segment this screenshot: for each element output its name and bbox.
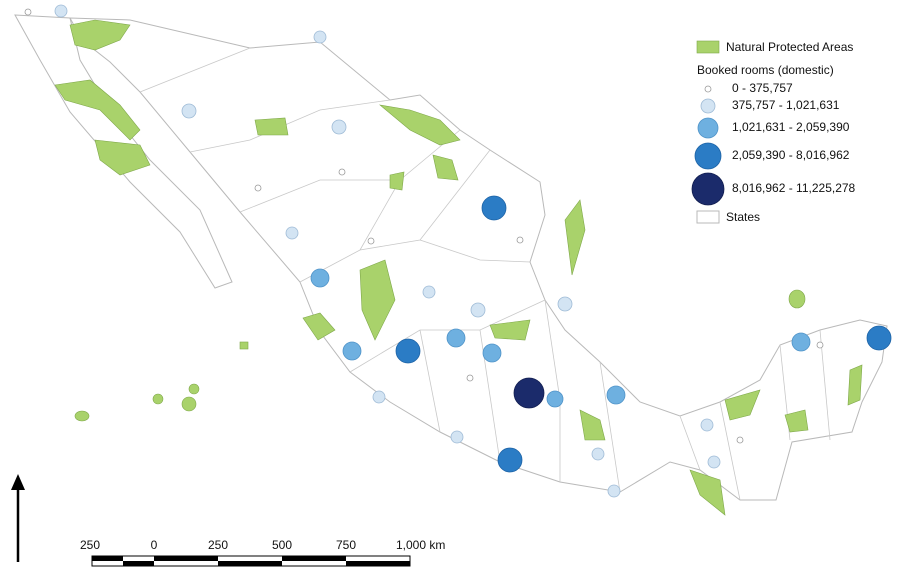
city-marker bbox=[736, 436, 744, 444]
city-marker bbox=[395, 338, 421, 364]
legend-swatch bbox=[696, 40, 720, 54]
protected-area bbox=[784, 409, 809, 433]
protected-area bbox=[152, 393, 164, 405]
scale-segment bbox=[346, 561, 410, 566]
scale-label: 1,000 km bbox=[396, 538, 445, 552]
protected-area bbox=[432, 154, 459, 181]
city-marker bbox=[450, 430, 464, 444]
scale-segment bbox=[282, 556, 346, 561]
city-marker bbox=[342, 341, 362, 361]
north-arrow bbox=[11, 474, 25, 562]
scale-label: 500 bbox=[272, 538, 292, 552]
legend: Natural Protected Areas Booked rooms (do… bbox=[691, 40, 856, 224]
city-marker bbox=[557, 296, 573, 312]
city-marker bbox=[700, 418, 714, 432]
protected-area bbox=[689, 469, 726, 516]
protected-area bbox=[847, 364, 863, 406]
city-marker bbox=[367, 237, 375, 245]
legend-symbol bbox=[704, 85, 712, 93]
scale-segment bbox=[154, 556, 218, 561]
city-marker bbox=[707, 455, 721, 469]
city-marker bbox=[338, 168, 346, 176]
city-marker bbox=[372, 390, 386, 404]
scale-segment bbox=[218, 561, 282, 566]
protected-area bbox=[74, 410, 90, 422]
scale-label: 750 bbox=[336, 538, 356, 552]
scale-label: 250 bbox=[208, 538, 228, 552]
protected-area bbox=[579, 409, 606, 441]
legend-label: Natural Protected Areas bbox=[726, 40, 853, 54]
legend-symbol bbox=[694, 142, 722, 170]
city-marker bbox=[607, 484, 621, 498]
legend-label: 2,059,390 - 8,016,962 bbox=[732, 148, 850, 162]
city-marker bbox=[481, 195, 507, 221]
city-marker bbox=[466, 374, 474, 382]
scale-segment bbox=[92, 556, 123, 561]
city-marker bbox=[513, 377, 545, 409]
protected-area bbox=[94, 139, 151, 176]
protected-area bbox=[378, 104, 461, 146]
city-marker bbox=[497, 447, 523, 473]
city-marker bbox=[470, 302, 486, 318]
city-marker bbox=[606, 385, 626, 405]
city-marker bbox=[181, 103, 197, 119]
scale-bar: 250 0 250 500 750 1,000 km bbox=[80, 538, 445, 567]
protected-area bbox=[254, 117, 289, 136]
city-marker bbox=[791, 332, 811, 352]
city-marker bbox=[516, 236, 524, 244]
protected-area bbox=[188, 383, 200, 395]
city-marker bbox=[422, 285, 436, 299]
city-marker bbox=[24, 8, 32, 16]
city-marker bbox=[285, 226, 299, 240]
city-marker bbox=[591, 447, 605, 461]
legend-label: States bbox=[726, 210, 760, 224]
city-marker bbox=[546, 390, 564, 408]
booked-room-circles bbox=[24, 4, 892, 498]
protected-area bbox=[302, 312, 336, 341]
city-marker bbox=[331, 119, 347, 135]
city-marker bbox=[866, 325, 892, 351]
legend-symbol bbox=[700, 98, 716, 114]
legend-label: 1,021,631 - 2,059,390 bbox=[732, 120, 850, 134]
city-marker bbox=[254, 184, 262, 192]
legend-label: 8,016,962 - 11,225,278 bbox=[732, 181, 856, 195]
protected-area bbox=[389, 171, 405, 191]
protected-area bbox=[239, 341, 249, 350]
scale-label: 0 bbox=[151, 538, 158, 552]
protected-area bbox=[724, 389, 761, 421]
city-marker bbox=[482, 343, 502, 363]
protected-area bbox=[54, 79, 141, 141]
legend-symbol bbox=[697, 117, 719, 139]
city-marker bbox=[310, 268, 330, 288]
protected-area bbox=[489, 319, 531, 341]
city-marker bbox=[54, 4, 68, 18]
legend-label: 0 - 375,757 bbox=[732, 81, 793, 95]
legend-swatch bbox=[696, 210, 720, 224]
legend-symbol bbox=[691, 172, 725, 206]
city-marker bbox=[446, 328, 466, 348]
legend-title: Booked rooms (domestic) bbox=[697, 63, 834, 77]
protected-area bbox=[69, 19, 131, 51]
protected-areas bbox=[54, 19, 863, 516]
protected-area bbox=[564, 199, 586, 276]
scale-segment bbox=[123, 561, 154, 566]
arrow-head bbox=[11, 474, 25, 490]
city-marker bbox=[313, 30, 327, 44]
city-marker bbox=[816, 341, 824, 349]
protected-area bbox=[788, 289, 806, 309]
protected-area bbox=[359, 259, 396, 341]
legend-label: 375,757 - 1,021,631 bbox=[732, 98, 840, 112]
scale-label: 250 bbox=[80, 538, 100, 552]
protected-area bbox=[181, 396, 197, 412]
